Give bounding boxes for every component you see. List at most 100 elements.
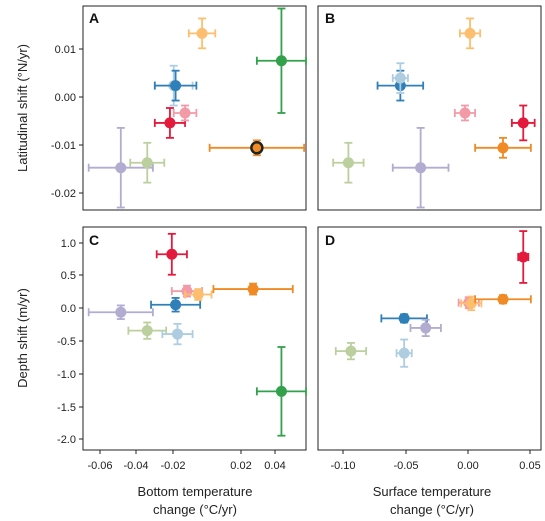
point-marker bbox=[464, 27, 476, 39]
x-axis-label-right-line1: Surface temperature bbox=[373, 484, 492, 499]
point-marker bbox=[420, 322, 432, 334]
y-ticks-bottom: 1.0 0.5 0.0 -0.5 -1.0 -1.5 -2.0 bbox=[57, 238, 76, 446]
panel-a-points bbox=[87, 7, 307, 209]
panel-b-points bbox=[332, 17, 536, 209]
panel-d-label: D bbox=[325, 232, 335, 248]
data-point bbox=[332, 141, 365, 184]
data-point bbox=[184, 288, 213, 301]
point-marker bbox=[415, 162, 427, 174]
y-tick-label: 0.0 bbox=[61, 303, 76, 315]
data-point bbox=[409, 318, 442, 338]
point-marker bbox=[115, 162, 127, 174]
x-axis-label-left-line2: change (°C/yr) bbox=[153, 502, 237, 517]
panel-a-frame bbox=[82, 5, 307, 211]
data-point bbox=[212, 282, 294, 296]
data-point bbox=[459, 17, 482, 50]
point-marker bbox=[141, 325, 153, 337]
data-point bbox=[208, 139, 306, 157]
data-point bbox=[255, 346, 307, 437]
point-marker bbox=[497, 293, 509, 305]
x-tick-label: -0.10 bbox=[330, 460, 355, 472]
panel-d-points bbox=[334, 230, 532, 368]
data-point bbox=[129, 141, 166, 184]
x-tick-label: 0.05 bbox=[519, 460, 540, 472]
panel-c-label: C bbox=[89, 232, 99, 248]
data-point bbox=[395, 338, 413, 368]
data-point bbox=[460, 295, 483, 312]
data-point bbox=[87, 304, 154, 320]
point-marker bbox=[345, 345, 357, 357]
x-tick-label: -0.05 bbox=[393, 460, 418, 472]
point-marker bbox=[517, 251, 529, 263]
y-tick-label: -0.02 bbox=[51, 188, 76, 200]
point-marker bbox=[394, 72, 406, 84]
y-tick-label: 0.5 bbox=[61, 270, 76, 282]
point-marker bbox=[247, 283, 259, 295]
data-point bbox=[474, 136, 532, 159]
x-tick-label: -0.02 bbox=[160, 460, 185, 472]
point-marker bbox=[398, 312, 410, 324]
y-tick-label: -1.5 bbox=[57, 402, 76, 414]
point-marker bbox=[497, 142, 509, 154]
y-tick-label: -2.0 bbox=[57, 434, 76, 446]
x-tick-label: 0.00 bbox=[457, 460, 478, 472]
point-marker bbox=[171, 328, 183, 340]
y-tick-label: 1.0 bbox=[61, 238, 76, 250]
data-point bbox=[510, 104, 536, 142]
point-marker bbox=[465, 297, 477, 309]
point-marker bbox=[275, 55, 287, 67]
y-tick-label: -0.01 bbox=[51, 140, 76, 152]
y-tick-label: 0.00 bbox=[55, 92, 76, 104]
point-marker bbox=[275, 385, 287, 397]
chart-marks bbox=[87, 7, 536, 437]
data-point bbox=[172, 104, 198, 122]
point-marker bbox=[342, 157, 354, 169]
panel-c-points bbox=[87, 232, 307, 437]
point-marker bbox=[170, 299, 182, 311]
point-marker bbox=[166, 248, 178, 260]
x-tick-label: -0.06 bbox=[87, 460, 112, 472]
point-marker bbox=[179, 107, 191, 119]
data-point bbox=[380, 312, 428, 324]
data-point bbox=[391, 127, 450, 209]
panel-d-frame bbox=[317, 226, 542, 451]
point-marker bbox=[164, 117, 176, 129]
point-marker bbox=[141, 157, 153, 169]
point-marker bbox=[192, 289, 204, 301]
point-marker bbox=[196, 27, 208, 39]
tick-marks bbox=[79, 48, 531, 454]
data-point bbox=[87, 127, 154, 209]
panel-a-label: A bbox=[89, 10, 99, 26]
data-point bbox=[334, 342, 368, 361]
y-tick-label: -0.5 bbox=[57, 336, 76, 348]
panel-c-frame bbox=[82, 226, 307, 451]
x-axis-label-right-line2: change (°C/yr) bbox=[390, 502, 474, 517]
data-point bbox=[155, 232, 188, 276]
panel-b-frame bbox=[317, 5, 542, 211]
x-axis-label-left-line1: Bottom temperature bbox=[138, 484, 253, 499]
point-marker bbox=[517, 117, 529, 129]
point-marker bbox=[398, 347, 410, 359]
point-marker bbox=[170, 80, 182, 92]
y-tick-label: -1.0 bbox=[57, 369, 76, 381]
point-marker bbox=[459, 107, 471, 119]
x-tick-label: 0.02 bbox=[230, 460, 251, 472]
data-point bbox=[127, 321, 168, 340]
data-point bbox=[161, 322, 194, 346]
data-point bbox=[474, 293, 532, 305]
data-point bbox=[153, 107, 186, 139]
data-point bbox=[453, 104, 477, 122]
data-point bbox=[150, 297, 202, 313]
panel-b-label: B bbox=[325, 10, 335, 26]
x-tick-label: 0.04 bbox=[264, 460, 285, 472]
y-axis-label-top: Latitudinal shift (°N/yr) bbox=[15, 44, 30, 172]
data-point bbox=[517, 230, 530, 284]
y-ticks-top: 0.01 0.00 -0.01 -0.02 bbox=[51, 44, 76, 200]
data-point bbox=[187, 17, 217, 50]
point-marker bbox=[115, 306, 127, 318]
data-point bbox=[153, 69, 198, 102]
x-ticks-right: -0.10 -0.05 0.00 0.05 bbox=[330, 460, 540, 472]
y-axis-label-bottom: Depth shift (m/yr) bbox=[15, 288, 30, 388]
point-marker bbox=[250, 141, 264, 155]
